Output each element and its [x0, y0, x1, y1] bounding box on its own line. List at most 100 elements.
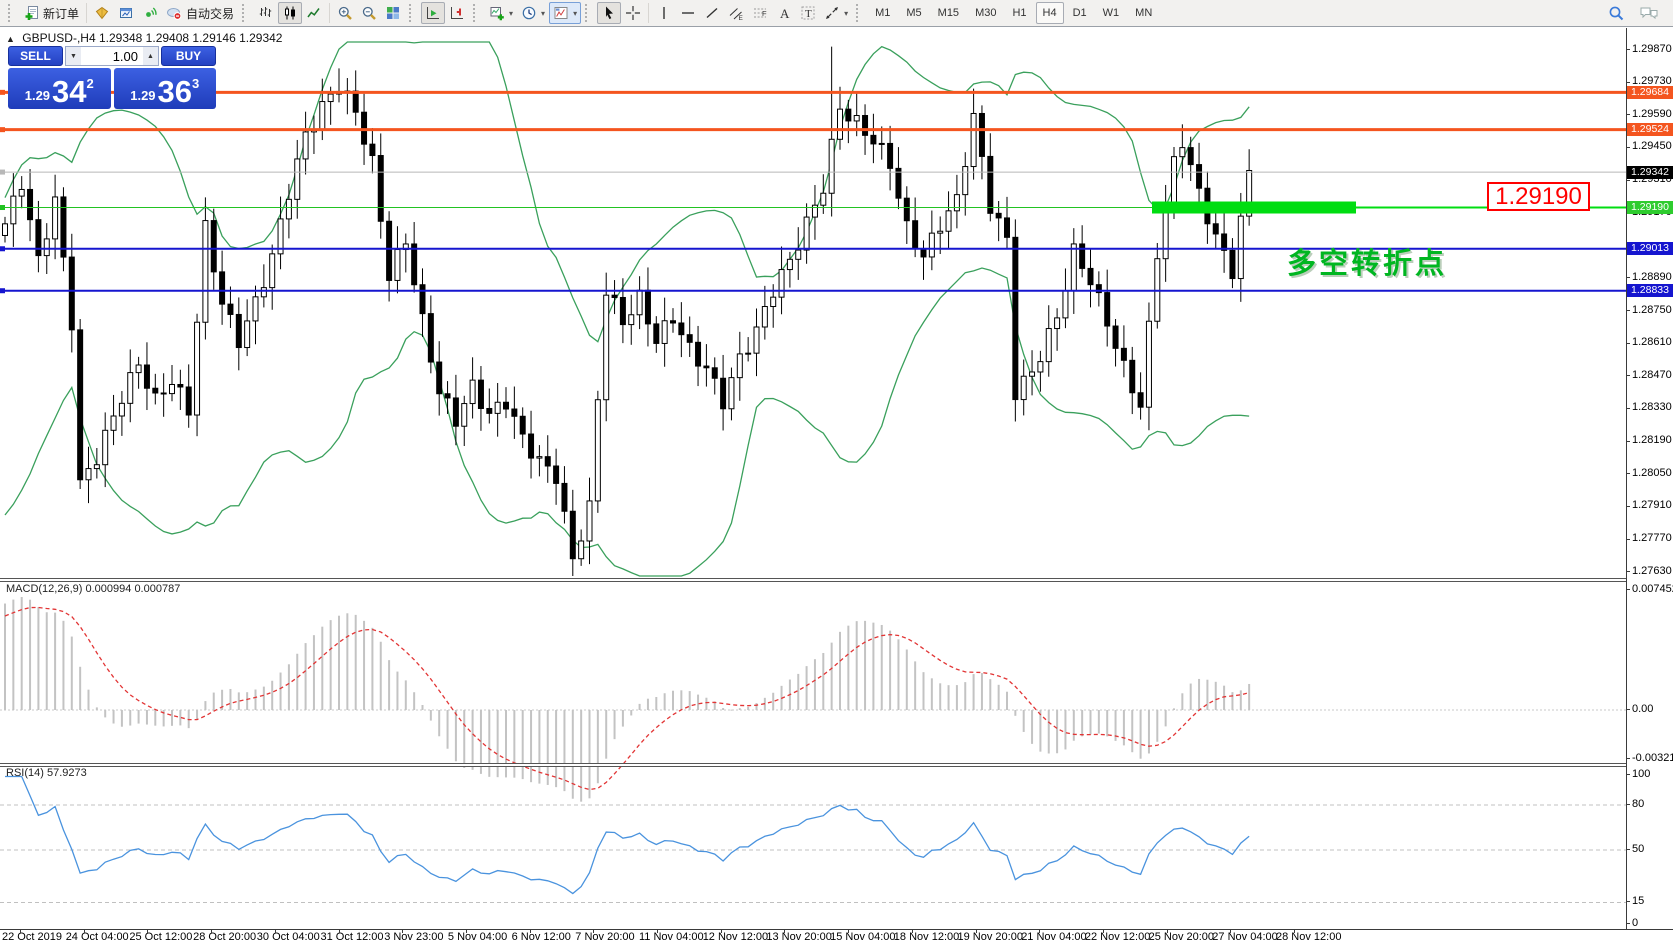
toolbar-drag-handle[interactable]: [473, 4, 481, 22]
macd-bar: [438, 710, 441, 737]
time-tick-mark: [720, 929, 722, 933]
timeframe-m30[interactable]: M30: [968, 2, 1003, 24]
price-annotation-box[interactable]: 1.29190: [1487, 182, 1590, 211]
candle-body: [878, 142, 885, 145]
toolbar-drag-handle[interactable]: [8, 4, 16, 22]
volume-down-button[interactable]: ▼: [66, 47, 81, 65]
zoom-in-button[interactable]: [333, 2, 357, 24]
macd-bar: [196, 710, 199, 720]
macd-bar: [45, 612, 48, 710]
separator: [648, 3, 650, 23]
candle-body: [60, 196, 67, 258]
cursor-button[interactable]: [597, 2, 622, 24]
new-order-button[interactable]: 新订单: [20, 2, 83, 24]
horizontal-line-button[interactable]: [676, 2, 700, 24]
candle-body: [143, 364, 150, 389]
pane-separator[interactable]: [0, 578, 1626, 582]
macd-bar: [546, 710, 549, 785]
timeframe-group: M1 M5 M15 M30 H1 H4 D1 W1 MN: [868, 2, 1159, 24]
toolbar-drag-handle[interactable]: [856, 4, 864, 22]
candle-body: [611, 294, 618, 298]
rsi-tick-mark: [1626, 849, 1630, 850]
macd-bar: [1131, 710, 1134, 753]
candlestick-chart-button[interactable]: [278, 2, 303, 24]
candle-body: [811, 204, 818, 218]
volume-up-button[interactable]: ▲: [143, 47, 158, 65]
pane-separator[interactable]: [0, 763, 1626, 767]
candle-body: [277, 218, 284, 255]
crosshair-button[interactable]: [621, 2, 645, 24]
chart-shift-button[interactable]: [445, 2, 469, 24]
timeframe-m15[interactable]: M15: [931, 2, 966, 24]
macd-bar: [1173, 708, 1175, 710]
timeframe-mn[interactable]: MN: [1128, 2, 1159, 24]
candle-body: [436, 361, 443, 395]
text-icon: A: [776, 5, 792, 21]
timeframe-d1[interactable]: D1: [1066, 2, 1094, 24]
publisher-button[interactable]: [90, 2, 114, 24]
chat-button[interactable]: [1635, 2, 1663, 24]
macd-bar: [713, 701, 716, 710]
price-tick-label: 1.27770: [1632, 532, 1672, 544]
tile-windows-button[interactable]: [381, 2, 405, 24]
time-tick-mark: [1230, 929, 1232, 933]
price-tick-label: 1.29870: [1632, 42, 1672, 55]
macd-bar: [204, 701, 207, 710]
buy-button[interactable]: BUY: [161, 46, 216, 66]
sell-button[interactable]: SELL: [8, 46, 63, 66]
bar-chart-button[interactable]: [254, 2, 278, 24]
volume-value[interactable]: 1.00: [112, 49, 138, 64]
svg-text:F: F: [762, 9, 767, 18]
buy-price-display[interactable]: 1.29 36 3: [113, 68, 216, 109]
price-tick-label: 1.28050: [1632, 466, 1672, 479]
timeframe-m1[interactable]: M1: [868, 2, 897, 24]
toolbar-drag-handle[interactable]: [409, 4, 417, 22]
candle-body: [77, 329, 84, 481]
data-window-button[interactable]: [114, 2, 138, 24]
timeframe-h4[interactable]: H4: [1035, 2, 1064, 24]
sell-price-display[interactable]: 1.29 34 2: [8, 68, 111, 109]
signals-button[interactable]: [138, 2, 162, 24]
templates-button[interactable]: ▾: [549, 2, 582, 24]
timeframe-m5[interactable]: M5: [899, 2, 928, 24]
arrows-button[interactable]: ▾: [820, 2, 852, 24]
collapse-arrow-icon[interactable]: ▲: [6, 34, 15, 44]
time-tick-mark: [402, 929, 404, 933]
candle-body: [761, 306, 768, 328]
search-button[interactable]: [1604, 2, 1629, 24]
auto-trading-button[interactable]: 自动交易: [162, 2, 238, 24]
macd-bar: [563, 710, 566, 792]
turning-point-text[interactable]: 多空转折点: [1287, 248, 1448, 280]
macd-bar: [321, 626, 324, 710]
candle-body: [670, 320, 676, 324]
equidistant-channel-button[interactable]: E: [724, 2, 748, 24]
candle-body: [177, 383, 184, 388]
candle-body: [469, 379, 476, 405]
timeframe-w1[interactable]: W1: [1096, 2, 1127, 24]
text-button[interactable]: A: [772, 2, 796, 24]
price-tick-mark: [1626, 277, 1630, 279]
main-chart[interactable]: [0, 28, 1673, 929]
vertical-line-button[interactable]: [652, 2, 676, 24]
time-axis[interactable]: 22 Oct 2019 24 Oct 04:00 25 Oct 12:00 28 Oc…: [0, 929, 1673, 946]
time-tick-mark: [1039, 929, 1041, 933]
candle-body: [511, 408, 518, 417]
toolbar-drag-handle[interactable]: [585, 4, 593, 22]
macd-bar: [137, 710, 140, 724]
line-chart-button[interactable]: [302, 2, 326, 24]
price-tick-mark: [1626, 473, 1630, 475]
auto-scroll-button[interactable]: [421, 2, 446, 24]
timeframe-h1[interactable]: H1: [1005, 2, 1033, 24]
periods-button[interactable]: ▾: [517, 2, 549, 24]
text-label-button[interactable]: T: [796, 2, 820, 24]
trendline-button[interactable]: [700, 2, 724, 24]
macd-bar: [229, 688, 232, 710]
fibonacci-button[interactable]: F: [748, 2, 772, 24]
macd-bar: [613, 710, 616, 740]
macd-bar: [1064, 710, 1067, 750]
toolbar-drag-handle[interactable]: [242, 4, 250, 22]
candle-body: [102, 429, 109, 466]
indicators-button[interactable]: ▾: [485, 2, 517, 24]
zoom-out-button[interactable]: [357, 2, 381, 24]
rsi-axis-label: 80: [1632, 798, 1645, 810]
